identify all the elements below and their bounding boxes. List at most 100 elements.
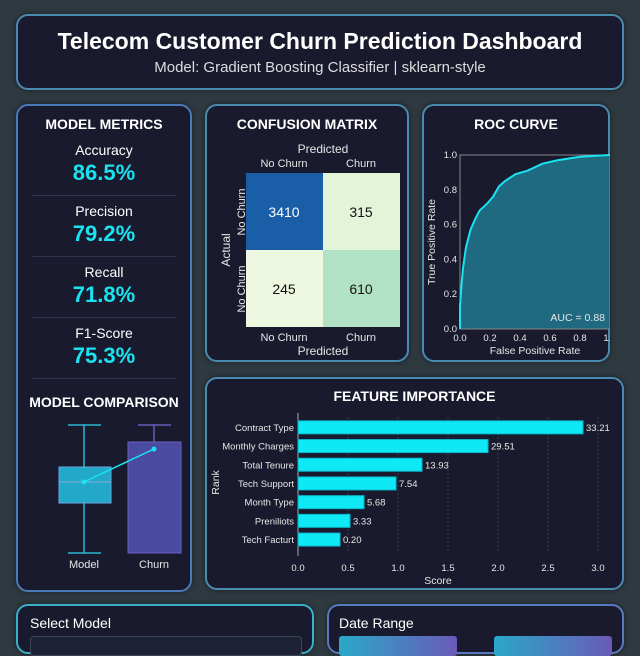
churn-mean-dot: [151, 446, 157, 452]
x-axis-label: Score: [424, 575, 452, 587]
divider: [32, 378, 176, 379]
category-label: Month Type: [245, 498, 294, 509]
y-axis-label: Actual: [219, 233, 233, 266]
bar: [297, 439, 489, 454]
metric-value: 75.3%: [72, 343, 136, 368]
category-label: Preniliots: [255, 516, 294, 527]
roc-area: [460, 155, 610, 329]
metric-label: Precision: [75, 203, 133, 219]
y-tick-label: 0.6: [444, 220, 457, 231]
feature-chart: 0.0 0.5 1.0 1.5 2.0 2.5 3.0 Contract Type 33.21 M…: [210, 413, 610, 587]
data-label: 3.33: [353, 516, 372, 527]
roc-chart: 0.00.0 0.2 0.2 0.4 0.4 0.6 0.6 0.8 0.8 1.0 1.0 Fals…: [426, 150, 610, 357]
y-tick-label: 0.4: [444, 254, 457, 265]
x-tick-label: 0.0: [291, 563, 304, 574]
row-label-0: No Churn: [236, 188, 248, 235]
y-tick-label: 0.8: [444, 185, 457, 196]
metric-label: Recall: [84, 264, 124, 280]
comparison-title: MODEL COMPARISON: [29, 394, 179, 410]
cell-fn: [246, 250, 323, 327]
bottom-col-label-1: Churn: [346, 332, 376, 344]
metric-label: Accuracy: [75, 142, 133, 158]
category-churn: Churn: [139, 559, 169, 571]
cell-fp: [323, 173, 400, 250]
x-tick-label: 2.5: [541, 563, 554, 574]
x-tick-label: 1.5: [441, 563, 454, 574]
plot-frame: [459, 154, 610, 330]
x-tick-label: 0.2: [483, 333, 496, 344]
header-panel: Telecom Customer Churn Prediction Dashbo…: [16, 14, 624, 90]
bar: [297, 532, 341, 547]
y-tick-label: 0.0: [444, 324, 457, 335]
auc-annotation: AUC = 0.88: [550, 312, 605, 324]
cell-tp: [323, 250, 400, 327]
page-title: Telecom Customer Churn Prediction Dashbo…: [57, 28, 583, 54]
divider: [32, 195, 176, 196]
y-axis-label: Rank: [210, 469, 222, 494]
divider: [32, 317, 176, 318]
category-label: Tech Facturt: [242, 535, 295, 546]
category-label: Monthly Charges: [222, 442, 294, 453]
mean-line: [83, 448, 155, 483]
end-date-button[interactable]: [494, 636, 612, 656]
category-label: Total Tenure: [242, 460, 294, 471]
confusion-title: CONFUSION MATRIX: [236, 116, 378, 132]
cell-tn: [246, 173, 323, 250]
select-model-label: Select Model: [30, 615, 111, 631]
date-range-panel: Date Range: [327, 604, 624, 656]
x-tick-label: 2.0: [491, 563, 504, 574]
category-label: Contract Type: [235, 423, 294, 434]
feature-panel: FEATURE IMPORTANCE 0.0 0.5 1.0 1.5 2.0 2.5 3.0…: [205, 377, 624, 590]
x-tick-label: 1.0: [391, 563, 404, 574]
cell-tp-value: 610: [349, 281, 373, 297]
bottom-axis-label: Predicted: [298, 344, 349, 358]
bar: [297, 476, 397, 491]
churn-box: [127, 441, 182, 554]
cell-fn-value: 245: [272, 281, 296, 297]
category-label: Tech Support: [238, 479, 294, 490]
bar: [297, 420, 584, 435]
row-label-1: No Churn: [236, 265, 248, 312]
roc-line: [459, 154, 610, 329]
x-tick-label: 3.0: [591, 563, 604, 574]
x-tick-label: 1.0: [603, 333, 610, 344]
x-tick-label: 0.0: [453, 333, 466, 344]
bar: [297, 513, 351, 528]
y-tick-label: 0.2: [444, 289, 457, 300]
x-tick-label: 0.6: [543, 333, 556, 344]
x-tick-label: 0.8: [573, 333, 586, 344]
data-label: 0.20: [343, 535, 362, 546]
top-axis-label: Predicted: [298, 142, 349, 156]
roc-panel: ROC CURVE 0.0 0.0 0.2 0.2 0.4 0.4 0.6 0.6 0.8 0.8…: [422, 104, 610, 362]
metrics-panel: MODEL METRICS Accuracy 86.5% Precision 7…: [16, 104, 192, 592]
confusion-matrix: Predicted No Churn Churn 3410 315 245 61…: [219, 142, 400, 358]
y-axis-label: True Positive Rate: [426, 199, 438, 285]
roc-title: ROC CURVE: [474, 116, 558, 132]
date-range-label: Date Range: [339, 615, 414, 631]
page-subtitle: Model: Gradient Boosting Classifier | sk…: [154, 59, 486, 76]
y-tick-label: 1.0: [444, 150, 457, 161]
data-label: 33.21: [586, 423, 610, 434]
cell-tn-value: 3410: [268, 204, 299, 220]
cell-fp-value: 315: [349, 204, 373, 220]
select-model-panel: Select Model: [16, 604, 314, 656]
select-model-dropdown[interactable]: [30, 636, 302, 656]
metric-label: F1-Score: [75, 325, 133, 341]
category-model: Model: [69, 559, 99, 571]
feature-title: FEATURE IMPORTANCE: [333, 388, 496, 404]
x-tick-label: 0.4: [513, 333, 526, 344]
metric-value: 71.8%: [72, 282, 136, 307]
metric-value: 79.2%: [72, 221, 136, 246]
data-label: 29.51: [491, 442, 515, 453]
col-label-1: Churn: [346, 158, 376, 170]
metric-value: 86.5%: [72, 160, 136, 185]
model-mean-dot: [81, 479, 87, 485]
data-label: 7.54: [399, 479, 418, 490]
x-axis-label: False Positive Rate: [490, 345, 581, 357]
bar: [297, 495, 365, 510]
bar: [297, 457, 423, 472]
data-label: 13.93: [425, 460, 449, 471]
metrics-title: MODEL METRICS: [45, 116, 163, 132]
start-date-button[interactable]: [339, 636, 457, 656]
confusion-panel: CONFUSION MATRIX Predicted No Churn Chur…: [205, 104, 409, 362]
